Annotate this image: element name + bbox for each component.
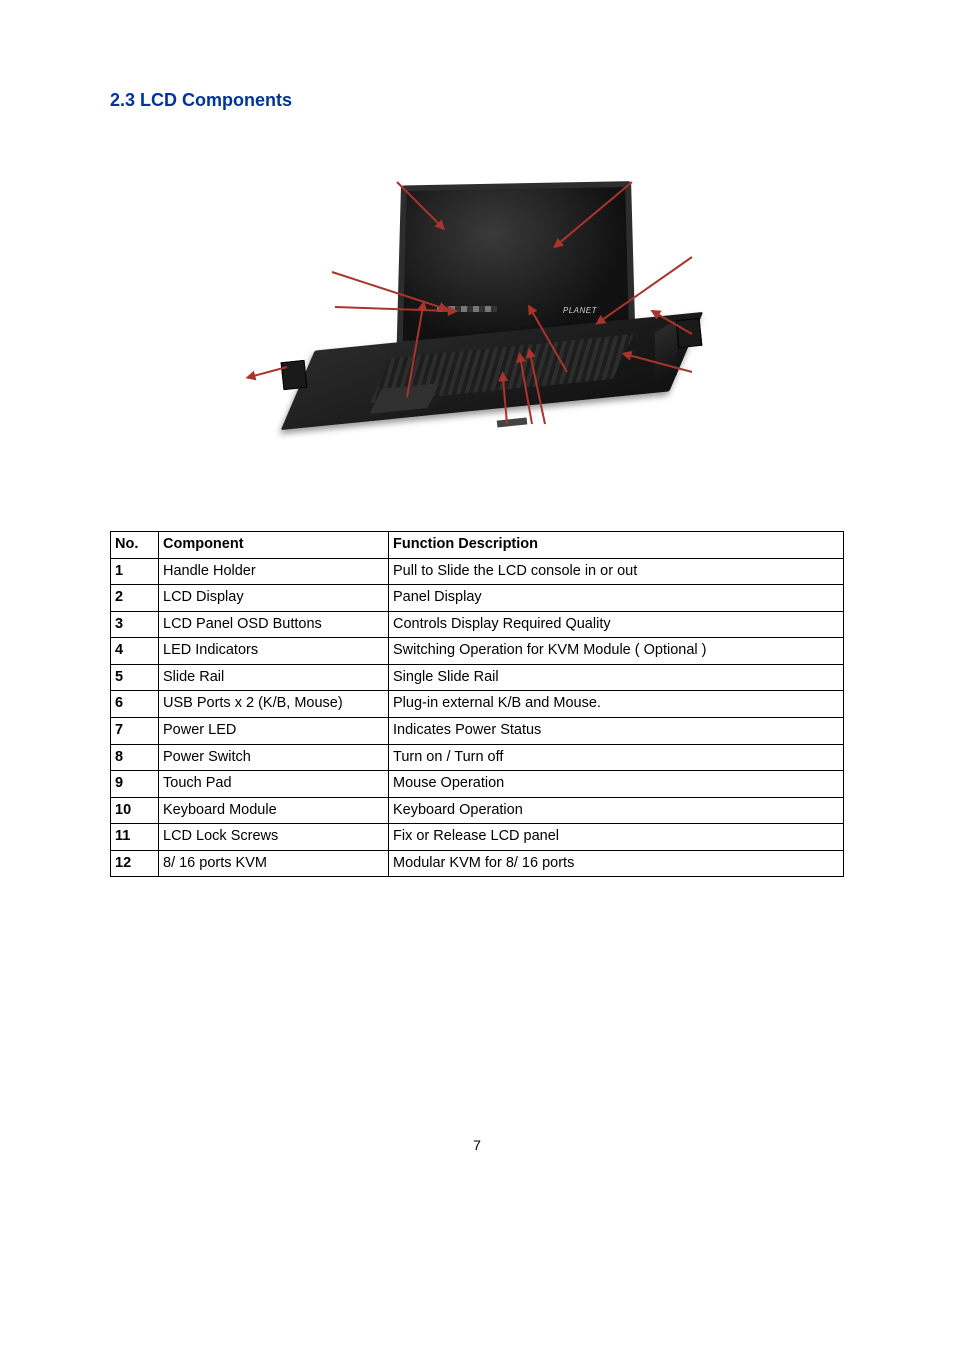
cell-no: 9 <box>111 771 159 798</box>
cell-no: 2 <box>111 585 159 612</box>
usb-ports-graphic <box>497 417 528 427</box>
header-description: Function Description <box>389 532 844 559</box>
components-table: No. Component Function Description 1Hand… <box>110 531 844 877</box>
table-row: 1Handle HolderPull to Slide the LCD cons… <box>111 558 844 585</box>
page-number: 7 <box>110 1137 844 1153</box>
cell-no: 8 <box>111 744 159 771</box>
table-body: 1Handle HolderPull to Slide the LCD cons… <box>111 558 844 877</box>
cell-component: USB Ports x 2 (K/B, Mouse) <box>159 691 389 718</box>
cell-no: 12 <box>111 850 159 877</box>
table-row: 9Touch PadMouse Operation <box>111 771 844 798</box>
cell-no: 11 <box>111 824 159 851</box>
cell-description: Panel Display <box>389 585 844 612</box>
header-no: No. <box>111 532 159 559</box>
cell-component: Touch Pad <box>159 771 389 798</box>
table-row: 10Keyboard ModuleKeyboard Operation <box>111 797 844 824</box>
table-row: 8Power SwitchTurn on / Turn off <box>111 744 844 771</box>
cell-no: 4 <box>111 638 159 665</box>
table-row: 6USB Ports x 2 (K/B, Mouse)Plug-in exter… <box>111 691 844 718</box>
table-row: 128/ 16 ports KVMModular KVM for 8/ 16 p… <box>111 850 844 877</box>
lcd-kvm-figure: PLANET <box>247 151 707 501</box>
cell-component: Handle Holder <box>159 558 389 585</box>
cell-component: LCD Panel OSD Buttons <box>159 611 389 638</box>
cell-component: Slide Rail <box>159 664 389 691</box>
cell-component: Power Switch <box>159 744 389 771</box>
cell-component: LCD Display <box>159 585 389 612</box>
cell-no: 6 <box>111 691 159 718</box>
cell-no: 7 <box>111 717 159 744</box>
table-row: 4LED IndicatorsSwitching Operation for K… <box>111 638 844 665</box>
cell-description: Modular KVM for 8/ 16 ports <box>389 850 844 877</box>
cell-description: Keyboard Operation <box>389 797 844 824</box>
cell-no: 3 <box>111 611 159 638</box>
section-heading: 2.3 LCD Components <box>110 90 844 111</box>
table-row: 7Power LEDIndicates Power Status <box>111 717 844 744</box>
table-row: 5Slide RailSingle Slide Rail <box>111 664 844 691</box>
table-row: 3LCD Panel OSD ButtonsControls Display R… <box>111 611 844 638</box>
rail-left-graphic <box>281 360 308 390</box>
cell-description: Mouse Operation <box>389 771 844 798</box>
cell-component: LCD Lock Screws <box>159 824 389 851</box>
cell-description: Fix or Release LCD panel <box>389 824 844 851</box>
figure-container: PLANET <box>110 151 844 501</box>
cell-component: LED Indicators <box>159 638 389 665</box>
cell-description: Turn on / Turn off <box>389 744 844 771</box>
cell-no: 5 <box>111 664 159 691</box>
cell-no: 1 <box>111 558 159 585</box>
cell-component: Power LED <box>159 717 389 744</box>
table-row: 11LCD Lock ScrewsFix or Release LCD pane… <box>111 824 844 851</box>
header-component: Component <box>159 532 389 559</box>
cell-description: Single Slide Rail <box>389 664 844 691</box>
brand-label: PLANET <box>563 306 597 315</box>
cell-description: Pull to Slide the LCD console in or out <box>389 558 844 585</box>
cell-no: 10 <box>111 797 159 824</box>
cell-description: Controls Display Required Quality <box>389 611 844 638</box>
cell-description: Switching Operation for KVM Module ( Opt… <box>389 638 844 665</box>
cell-component: 8/ 16 ports KVM <box>159 850 389 877</box>
table-row: 2LCD DisplayPanel Display <box>111 585 844 612</box>
cell-description: Indicates Power Status <box>389 717 844 744</box>
table-header-row: No. Component Function Description <box>111 532 844 559</box>
cell-component: Keyboard Module <box>159 797 389 824</box>
cell-description: Plug-in external K/B and Mouse. <box>389 691 844 718</box>
